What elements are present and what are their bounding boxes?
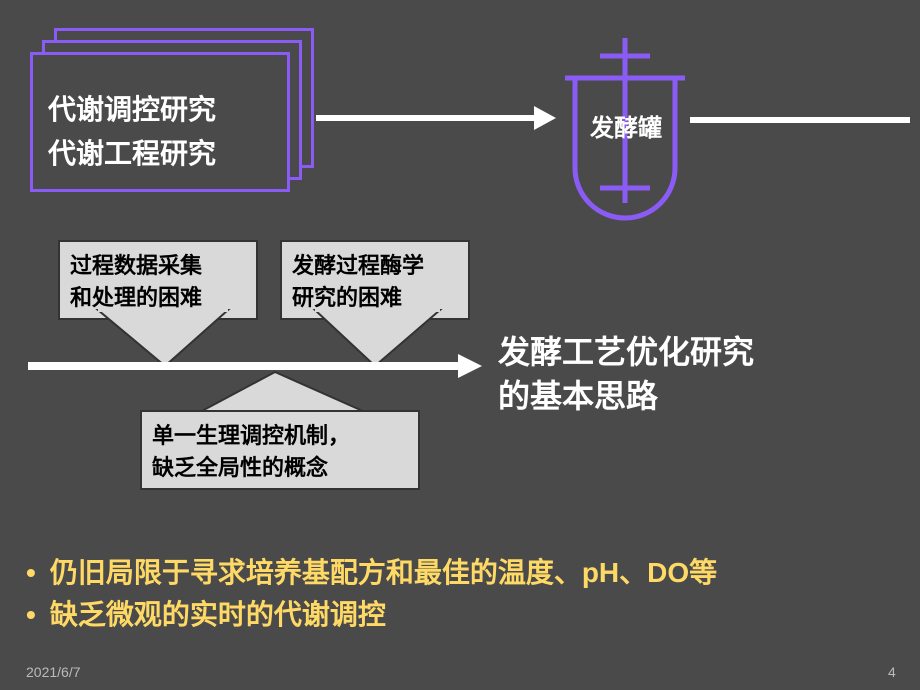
footer-date: 2021/6/7 (26, 664, 81, 680)
callout-single-mechanism-line1: 单一生理调控机制， (152, 418, 408, 450)
callout-single-mechanism-pointer (140, 370, 420, 414)
main-heading-line2: 的基本思路 (498, 374, 754, 418)
slide: 代谢调控研究 代谢工程研究 发酵罐 过程数据采集 和处理的困 (0, 0, 920, 690)
callout-single-mechanism-line2: 缺乏全局性的概念 (152, 450, 408, 482)
main-heading-line1: 发酵工艺优化研究 (498, 330, 754, 374)
fermenter-label: 发酵罐 (590, 108, 662, 143)
callout-enzyme-research-pointer (280, 308, 470, 370)
callout-enzyme-research-line1: 发酵过程酶学 (292, 248, 458, 280)
stack-line2: 代谢工程研究 (48, 132, 216, 172)
bullet-item-1: 仍旧局限于寻求培养基配方和最佳的温度、pH、DO等 (26, 552, 717, 594)
callout-data-collection-line1: 过程数据采集 (70, 248, 246, 280)
line-right-of-vessel (690, 117, 910, 123)
stack-line1: 代谢调控研究 (48, 88, 216, 128)
callout-data-collection-pointer (58, 308, 258, 370)
bullet-list: 仍旧局限于寻求培养基配方和最佳的温度、pH、DO等 缺乏微观的实时的代谢调控 (26, 552, 717, 636)
footer-page-number: 4 (888, 664, 896, 680)
callout-single-mechanism: 单一生理调控机制， 缺乏全局性的概念 (140, 410, 420, 490)
bullet-item-2: 缺乏微观的实时的代谢调控 (26, 594, 717, 636)
main-heading: 发酵工艺优化研究 的基本思路 (498, 330, 754, 418)
